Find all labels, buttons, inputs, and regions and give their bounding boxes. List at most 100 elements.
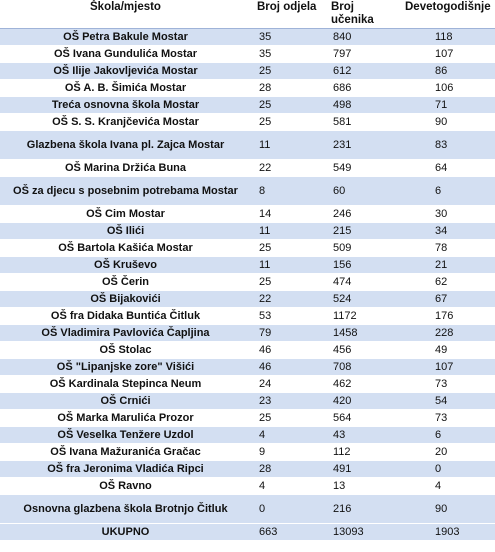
total-ucenika: 13093 [325,523,399,541]
broj-ucenika: 462 [325,375,399,393]
broj-odjela: 25 [251,239,325,257]
devetogodisnje: 107 [399,358,495,376]
broj-ucenika: 1172 [325,307,399,325]
table-row: OŠ za djecu s posebnim potrebama Mostar 8… [0,176,495,206]
table-body: OŠ Petra Bakule Mostar 35 840 118 OŠ Ivana G… [0,28,495,524]
total-odjela: 663 [251,523,325,541]
broj-ucenika: 708 [325,358,399,376]
school-name: OŠ S. S. Kranjčevića Mostar [0,113,251,131]
broj-odjela: 22 [251,290,325,308]
table-row: OŠ A. B. Šimića Mostar 28 686 106 [0,79,495,97]
school-name: OŠ Petra Bakule Mostar [0,28,251,46]
devetogodisnje: 83 [399,130,495,160]
table-row: OŠ Čerin 25 474 62 [0,273,495,291]
table-row: OŠ Marina Držića Buna 22 549 64 [0,159,495,177]
devetogodisnje: 4 [399,477,495,495]
broj-odjela: 25 [251,96,325,114]
broj-odjela: 22 [251,159,325,177]
school-name: OŠ za djecu s posebnim potrebama Mostar [0,176,251,206]
table-row: Treća osnovna škola Mostar 25 498 71 [0,96,495,114]
school-name: Osnovna glazbena škola Brotnjo Čitluk [0,494,251,524]
devetogodisnje: 90 [399,494,495,524]
devetogodisnje: 30 [399,205,495,223]
school-name: OŠ Kruševo [0,256,251,274]
broj-odjela: 23 [251,392,325,410]
school-name: OŠ Veselka Tenžere Uzdol [0,426,251,444]
broj-odjela: 79 [251,324,325,342]
table-row: OŠ fra Jeronima Vladića Ripci 28 491 0 [0,460,495,478]
devetogodisnje: 78 [399,239,495,257]
table-row: OŠ Cim Mostar 14 246 30 [0,205,495,223]
devetogodisnje: 34 [399,222,495,240]
broj-odjela: 28 [251,79,325,97]
school-name: OŠ Crnići [0,392,251,410]
table-row: OŠ fra Didaka Buntića Čitluk 53 1172 176 [0,307,495,325]
broj-ucenika: 456 [325,341,399,359]
total-devetogodisnje: 1903 [399,523,495,541]
broj-ucenika: 498 [325,96,399,114]
devetogodisnje: 71 [399,96,495,114]
total-row: UKUPNO 663 13093 1903 [0,523,495,541]
broj-ucenika: 13 [325,477,399,495]
broj-ucenika: 491 [325,460,399,478]
table-row: OŠ Bijakovići 22 524 67 [0,290,495,308]
devetogodisnje: 6 [399,426,495,444]
school-name: OŠ A. B. Šimića Mostar [0,79,251,97]
school-name: OŠ Bartola Kašića Mostar [0,239,251,257]
table-row: OŠ Kruševo 11 156 21 [0,256,495,274]
broj-ucenika: 564 [325,409,399,427]
header-row: Škola/mjesto Broj odjela Broj učenika De… [0,0,495,29]
devetogodisnje: 67 [399,290,495,308]
broj-odjela: 11 [251,130,325,160]
table-row: OŠ Marka Marulića Prozor 25 564 73 [0,409,495,427]
devetogodisnje: 0 [399,460,495,478]
devetogodisnje: 176 [399,307,495,325]
broj-odjela: 9 [251,443,325,461]
broj-odjela: 53 [251,307,325,325]
broj-odjela: 35 [251,28,325,46]
table-row: OŠ Stolac 46 456 49 [0,341,495,359]
broj-odjela: 14 [251,205,325,223]
school-name: OŠ Bijakovići [0,290,251,308]
broj-odjela: 8 [251,176,325,206]
table-row: OŠ Veselka Tenžere Uzdol 4 43 6 [0,426,495,444]
school-name: Treća osnovna škola Mostar [0,96,251,114]
devetogodisnje: 118 [399,28,495,46]
devetogodisnje: 107 [399,45,495,63]
table-row: OŠ Ivana Gundulića Mostar 35 797 107 [0,45,495,63]
broj-ucenika: 797 [325,45,399,63]
devetogodisnje: 62 [399,273,495,291]
header-devetogodisnje: Devetogodišnje [399,0,495,29]
devetogodisnje: 64 [399,159,495,177]
broj-odjela: 46 [251,358,325,376]
broj-odjela: 25 [251,409,325,427]
table-row: OŠ Ilije Jakovljevića Mostar 25 612 86 [0,62,495,80]
broj-ucenika: 524 [325,290,399,308]
table-row: OŠ Ivana Mažuranića Gračac 9 112 20 [0,443,495,461]
broj-odjela: 25 [251,273,325,291]
broj-ucenika: 216 [325,494,399,524]
devetogodisnje: 73 [399,409,495,427]
school-name: OŠ Ilići [0,222,251,240]
school-name: OŠ Vladimira Pavlovića Čapljina [0,324,251,342]
school-name: OŠ fra Jeronima Vladića Ripci [0,460,251,478]
table-row: OŠ Petra Bakule Mostar 35 840 118 [0,28,495,46]
broj-ucenika: 156 [325,256,399,274]
school-name: OŠ Ilije Jakovljevića Mostar [0,62,251,80]
table-row: OŠ Crnići 23 420 54 [0,392,495,410]
broj-odjela: 28 [251,460,325,478]
broj-ucenika: 612 [325,62,399,80]
devetogodisnje: 54 [399,392,495,410]
broj-odjela: 35 [251,45,325,63]
broj-ucenika: 509 [325,239,399,257]
broj-odjela: 0 [251,494,325,524]
devetogodisnje: 6 [399,176,495,206]
devetogodisnje: 20 [399,443,495,461]
school-name: OŠ Stolac [0,341,251,359]
broj-ucenika: 246 [325,205,399,223]
header-school: Škola/mjesto [0,0,251,29]
broj-ucenika: 231 [325,130,399,160]
school-name: OŠ Marka Marulića Prozor [0,409,251,427]
broj-odjela: 25 [251,113,325,131]
